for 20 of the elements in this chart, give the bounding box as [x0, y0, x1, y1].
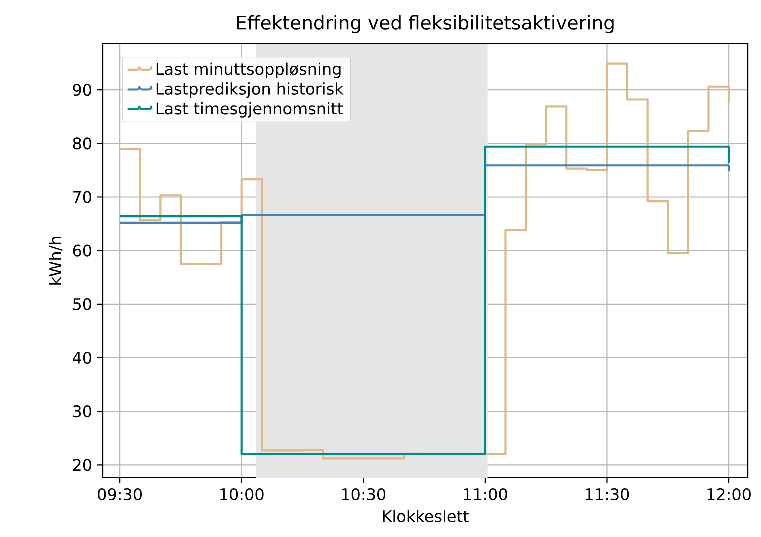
y-tick-label: 70	[74, 191, 92, 204]
y-tick-label: 80	[73, 138, 92, 150]
legend-label: Lastprediksjon historisk	[156, 82, 344, 98]
x-axis-title: Klokkeslett	[383, 510, 469, 522]
x-tick-label: 10:00	[220, 488, 264, 501]
legend-label: Last timesgjennomsnitt	[156, 102, 344, 118]
y-tick-label: 60	[73, 244, 92, 257]
x-tick-label: 09:30	[98, 488, 142, 501]
y-tick-label: 90	[73, 84, 92, 96]
x-tick-label: 11:00	[464, 488, 508, 501]
x-tick-label: 10:30	[342, 488, 386, 501]
x-tick-label: 11:30	[586, 488, 630, 501]
y-tick-label: 40	[73, 352, 92, 364]
legend-label: Last minuttsoppløsning	[156, 62, 341, 78]
x-tick-label: 12:00	[708, 488, 751, 501]
y-axis-title: kWh/h	[49, 237, 63, 285]
chart-title: Effektendring ved fleksibilitetsaktivering	[237, 15, 614, 34]
y-tick-label: 20	[73, 459, 92, 472]
y-tick-label: 30	[73, 406, 92, 418]
y-tick-label: 50	[73, 298, 92, 310]
